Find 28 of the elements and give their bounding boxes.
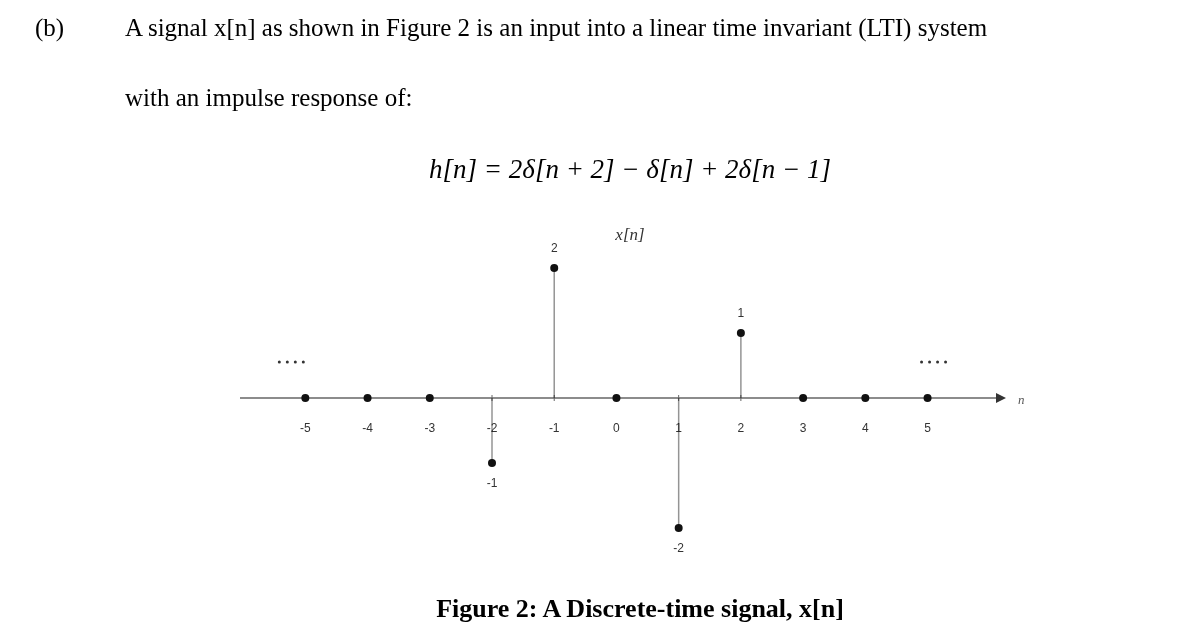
- text: h[n] = 2δ[n + 2] − δ[n] + 2δ[n − 1]: [429, 154, 831, 184]
- text: (b): [35, 14, 65, 42]
- point: [674, 524, 683, 532]
- y-axis-title: x[n]: [614, 225, 645, 244]
- x-tick-label: -3: [424, 421, 436, 435]
- x-tick-label: 3: [799, 421, 807, 435]
- point: [799, 394, 808, 402]
- text: Figure 2: A Discrete-time signal, x[n]: [436, 594, 844, 623]
- x-tick-label: -4: [362, 421, 374, 435]
- text: with an impulse response of:: [125, 84, 413, 111]
- x-tick-label: 2: [737, 421, 745, 435]
- x-tick-label: -2: [486, 421, 498, 435]
- x-tick-label: -1: [548, 421, 560, 435]
- point: [488, 459, 496, 467]
- x-tick-label: 1: [675, 421, 683, 435]
- x-tick-label: 4: [861, 421, 869, 435]
- text: A signal x[n] as shown in Figure 2 is an input into a linear time invariant (LTI) system: [125, 14, 988, 42]
- data-label: 2: [550, 241, 558, 255]
- data-label: 1: [737, 306, 745, 320]
- point: [425, 394, 434, 402]
- x-tick-label: -5: [300, 421, 311, 435]
- point: [550, 264, 559, 272]
- data-label: -1: [486, 476, 498, 490]
- data-label: -2: [673, 541, 685, 555]
- x-axis-title: n: [1018, 392, 1025, 407]
- x-tick-label: 5: [924, 421, 932, 435]
- x-tick-label: 0: [613, 421, 621, 435]
- point: [736, 329, 745, 337]
